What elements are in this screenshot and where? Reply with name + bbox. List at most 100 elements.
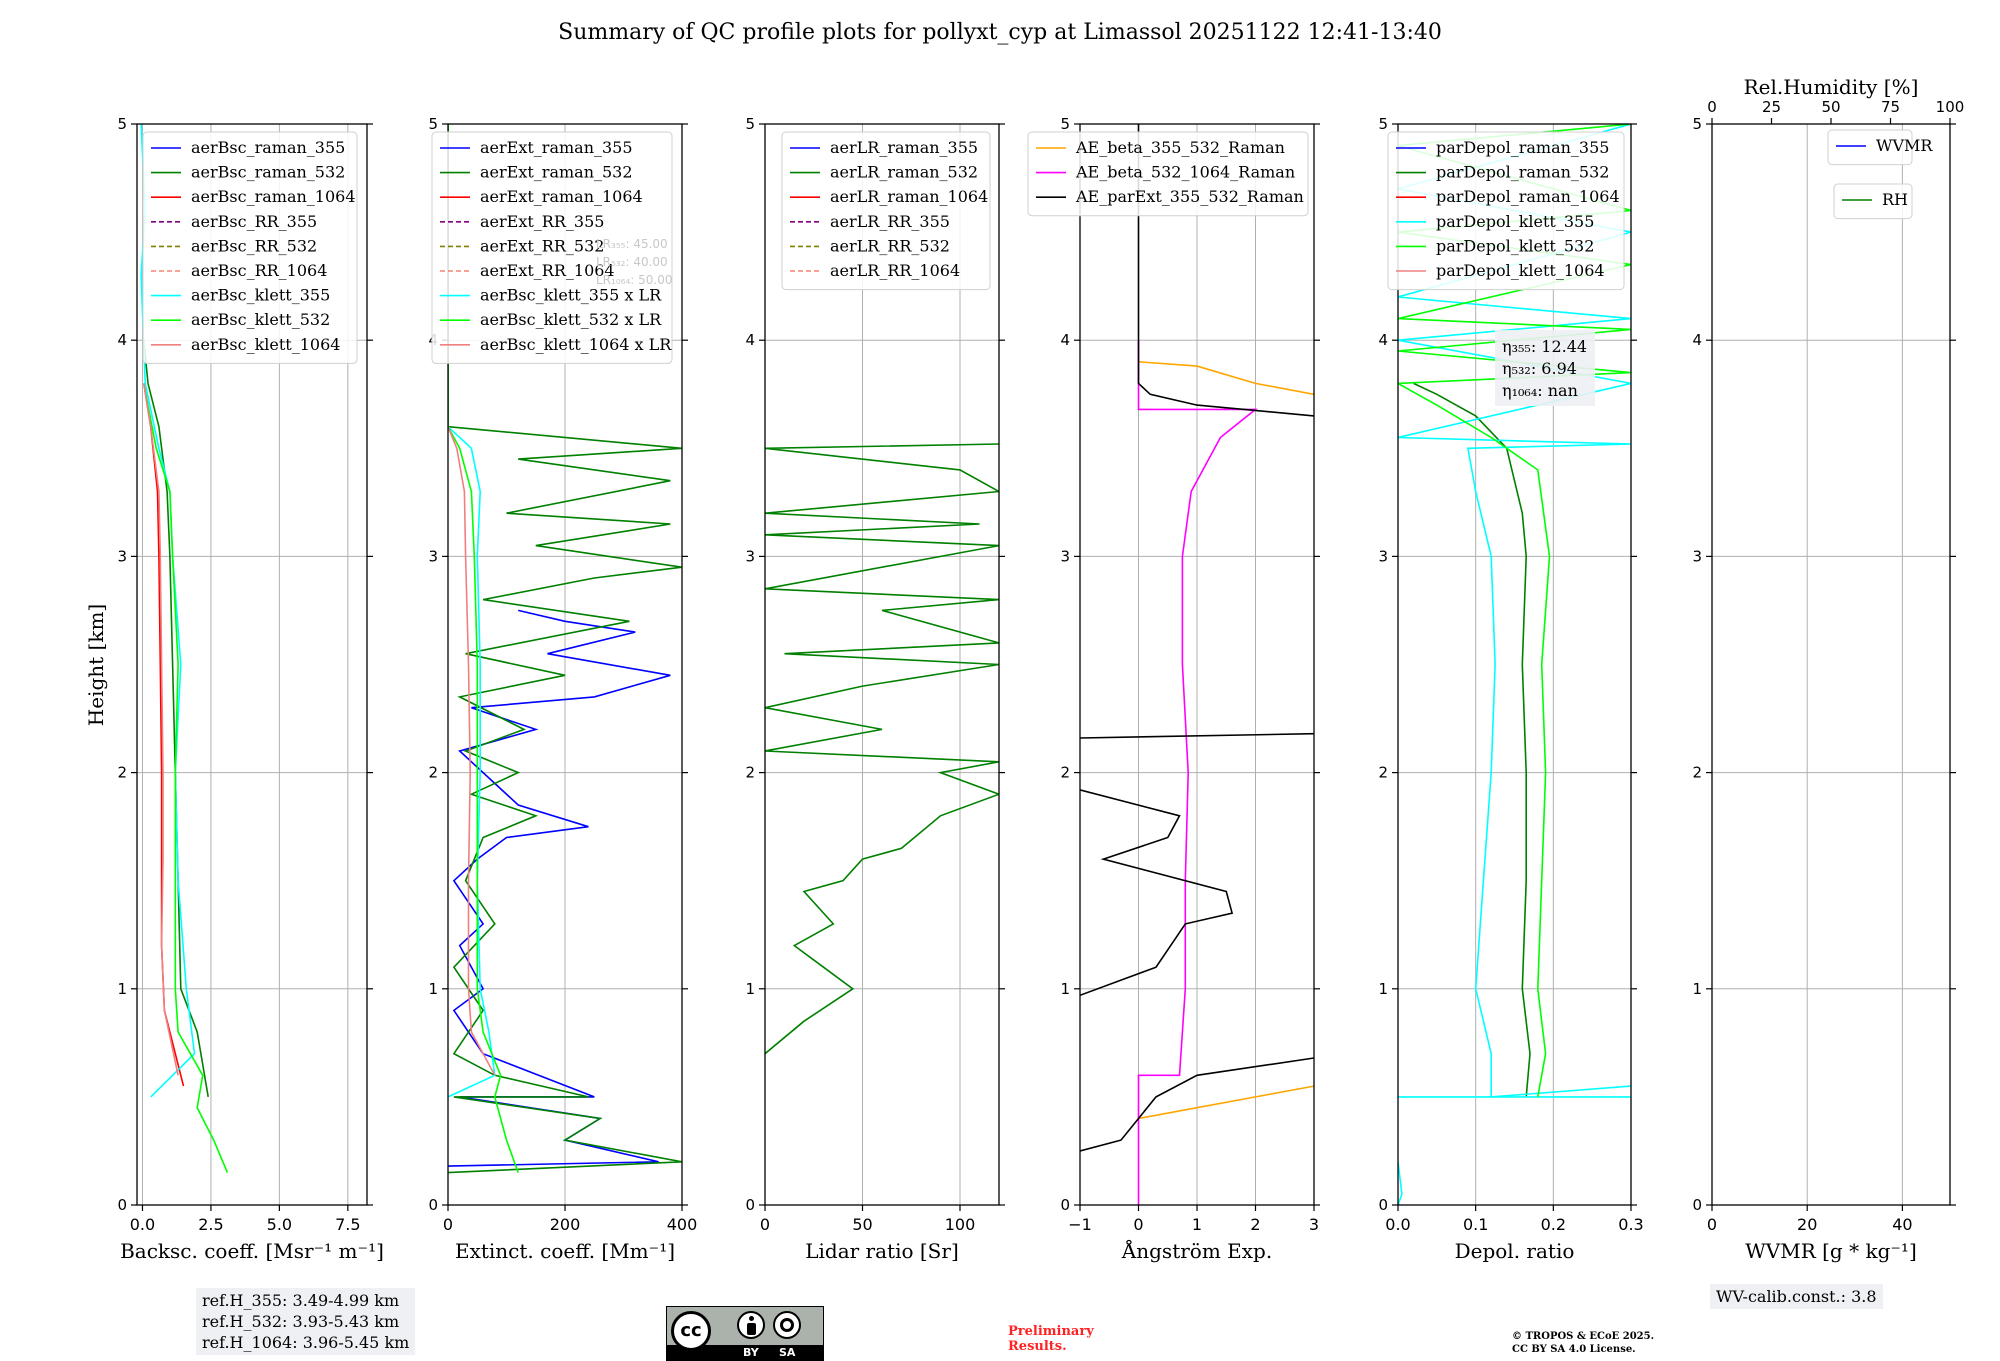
x-tick-label: 100 [945,1215,976,1234]
axes-frame [136,123,368,1206]
y-tick-label: 5 [117,115,127,133]
y-tick-label: 2 [117,764,127,782]
x-axis-label: Ångström Exp. [1121,1238,1272,1263]
x-tick-label: 1 [1192,1215,1202,1234]
share-alike-icon [773,1311,801,1339]
x-tick-label: 20 [1797,1215,1817,1234]
y-tick-label: 5 [1378,115,1388,133]
top-x-tick-label: 25 [1762,98,1781,116]
reference-height-box: ref.H_355: 3.49-4.99 km ref.H_532: 3.93-… [196,1288,416,1355]
ref-height-355: ref.H_355: 3.49-4.99 km [202,1291,400,1310]
series-line-AE_parExt_355_532_Raman [1080,1057,1314,1152]
ref-height-532: ref.H_532: 3.93-5.43 km [202,1312,400,1331]
y-tick-label: 2 [428,764,438,782]
legend-label: aerExt_RR_1064 [480,261,615,280]
x-tick-label: 400 [667,1215,698,1234]
legend-label: parDepol_klett_355 [1436,212,1594,231]
y-tick-label: 0 [1060,1196,1070,1214]
series-line-aerBsc_klett_355 x LR [448,426,496,1098]
series-line-aerLR_raman_532 [765,443,999,1055]
legend-label: AE_beta_355_532_Raman [1075,138,1285,157]
figure-title: Summary of QC profile plots for pollyxt_… [558,20,1442,45]
series-line-aerBsc_klett_532 x LR [448,124,519,1173]
legend-label: aerBsc_klett_532 x LR [480,310,662,329]
legend-label: aerBsc_raman_355 [191,138,345,157]
axes-frame [764,123,1000,1206]
legend-label: AE_parExt_355_532_Raman [1075,187,1304,206]
legend-label: aerLR_raman_532 [830,163,978,182]
legend-label: aerExt_raman_1064 [480,187,643,206]
legend-label: aerBsc_RR_532 [191,236,317,255]
y-tick-label: 0 [117,1196,127,1214]
y-axis-label: Height [km] [84,604,108,726]
x-axis-label: Backsc. coeff. [Msr⁻¹ m⁻¹] [120,1239,384,1263]
lidar-ratio-annotation: LR₅₃₂: 40.00 [596,255,668,269]
x-axis-label: Depol. ratio [1455,1239,1575,1263]
legend-label: aerBsc_klett_355 x LR [480,286,662,305]
y-tick-label: 5 [428,115,438,133]
panel-backscatter: 0.0 2.5 5.0 7.5 0 1 2 3 4 5 Backsc. coeff. [Msr⁻¹ … [117,115,383,1263]
x-tick-label: 50 [852,1215,872,1234]
legend: WVMR [1827,129,1933,166]
top-axis-label: Rel.Humidity [%] [1744,75,1919,99]
legend-label: parDepol_klett_1064 [1436,261,1605,280]
x-tick-label: 0 [760,1215,770,1234]
y-tick-label: 0 [1692,1196,1702,1214]
x-axis-label: Extinct. coeff. [Mm⁻¹] [455,1239,675,1263]
top-x-tick-label: 0 [1707,98,1717,116]
axes-frame [1711,123,1951,1206]
panel-depol: 0.0 0.1 0.2 0.3 0 1 2 3 4 5 Depol. ratio parDepol_r… [1378,115,1643,1263]
legend: AE_beta_355_532_Raman AE_beta_532_1064_Ra… [1027,131,1309,217]
y-tick-label: 5 [1692,115,1702,133]
legend: aerLR_raman_355 aerLR_raman_532 aerLR_rama… [781,131,991,291]
y-tick-label: 3 [428,547,438,565]
legend: aerBsc_raman_355 aerBsc_raman_532 aerBsc_r… [142,131,358,364]
legend-rh: RH [1833,183,1913,220]
y-tick-label: 0 [745,1196,755,1214]
legend-label: aerLR_raman_355 [830,138,978,157]
x-tick-label: 0 [1133,1215,1143,1234]
x-tick-label: 0.0 [130,1215,155,1234]
series-line-AE_beta_355_532_Raman [1138,1085,1314,1120]
legend-label: aerExt_raman_532 [480,163,633,182]
y-tick-label: 3 [745,547,755,565]
top-x-tick-label: 100 [1936,98,1965,116]
x-tick-label: −1 [1068,1215,1092,1234]
legend: parDepol_raman_355 parDepol_raman_532 parD… [1387,131,1625,291]
legend-label: aerBsc_klett_532 [191,310,330,329]
series-line-parDepol_klett_355 [1398,124,1631,1098]
x-axis-label: Lidar ratio [Sr] [805,1239,959,1263]
legend-label: aerExt_RR_355 [480,212,604,231]
x-tick-label: 0 [443,1215,453,1234]
legend-label: aerExt_RR_532 [480,236,604,255]
legend-label: aerBsc_raman_1064 [191,187,356,206]
y-tick-label: 0 [428,1196,438,1214]
by-person-icon [737,1311,765,1339]
series-line-aerExt_raman_532 [448,124,682,1174]
lidar-ratio-annotation: LR₁₀₆₄: 50.00 [596,273,672,287]
legend-label: parDepol_raman_1064 [1436,187,1620,206]
legend-label: aerLR_RR_355 [830,212,950,231]
preliminary-results-note: Preliminary Results. [1008,1324,1094,1354]
legend-label: parDepol_klett_532 [1436,236,1594,255]
y-tick-label: 1 [117,980,127,998]
series-line-parDepol_raman_532 [1413,382,1531,1097]
x-tick-label: 5.0 [267,1215,292,1234]
y-tick-label: 1 [745,980,755,998]
cc-license-badge: cc BY SA [666,1306,824,1361]
x-tick-label: 2.5 [198,1215,223,1234]
legend-label: parDepol_raman_355 [1436,138,1609,157]
wv-calibration-box: WV-calib.const.: 3.8 [1710,1284,1883,1309]
legend-label: aerLR_RR_532 [830,236,950,255]
calibration-constant-annotation: η₁₀₆₄: nan [1502,381,1578,400]
copyright-line-1: © TROPOS & ECoE 2025. [1512,1331,1655,1342]
series-line-aerBsc_klett_532 [143,383,229,1173]
x-tick-label: 0.0 [1385,1215,1410,1234]
y-tick-label: 2 [745,764,755,782]
lidar-ratio-annotation: LR₃₅₅: 45.00 [596,237,668,251]
y-tick-label: 5 [1060,115,1070,133]
legend-label: aerBsc_klett_355 [191,286,330,305]
license-by-text: BY [743,1346,759,1359]
